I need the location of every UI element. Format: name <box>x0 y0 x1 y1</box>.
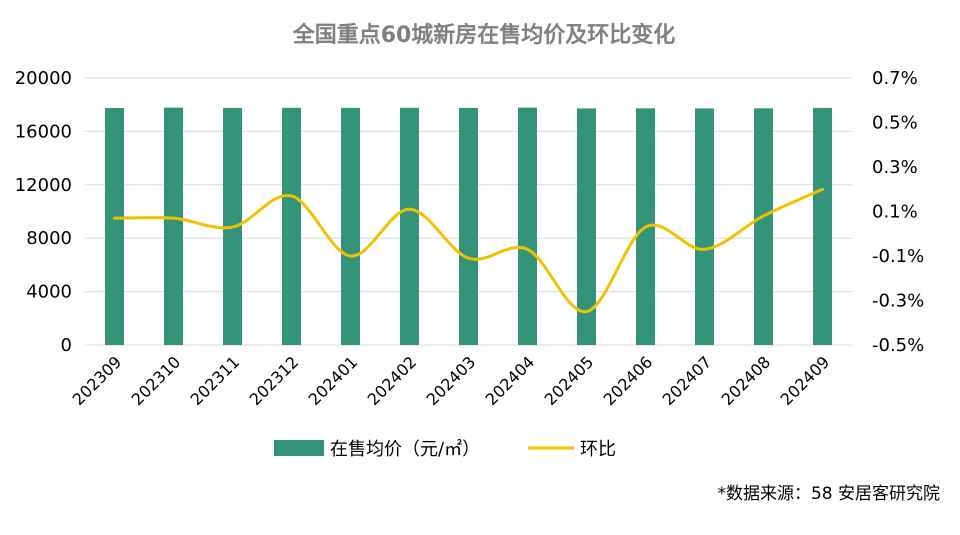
legend-line-label: 环比 <box>580 439 616 460</box>
right-tick-label: -0.3% <box>872 291 924 312</box>
left-tick-label: 8000 <box>26 228 72 249</box>
bar-202312 <box>282 107 301 345</box>
x-tick-label: 202405 <box>541 352 598 409</box>
x-tick-label: 202310 <box>128 352 185 409</box>
bar-202404 <box>518 107 537 346</box>
right-tick-label: -0.1% <box>872 246 924 267</box>
x-tick-label: 202309 <box>69 352 126 409</box>
right-axis-ticks: -0.5% -0.3% -0.1% 0.1% 0.3% 0.5% 0.7% <box>872 68 924 356</box>
bar-202402 <box>400 107 419 345</box>
bar-202403 <box>459 107 478 346</box>
bar-202405 <box>577 108 596 345</box>
bar-202310 <box>164 107 183 346</box>
right-tick-label: -0.5% <box>872 335 924 356</box>
x-axis-ticks: 202309 202310 202311 202312 202401 202402 2024… <box>69 352 834 409</box>
bar-202408 <box>754 108 773 345</box>
x-tick-label: 202404 <box>482 352 539 409</box>
line-series <box>113 187 824 314</box>
legend: 在售均价（元/㎡） 环比 <box>274 438 616 460</box>
bar-202401 <box>341 107 360 346</box>
left-axis-ticks: 0 4000 8000 12000 16000 20000 <box>15 68 72 356</box>
x-tick-label: 202401 <box>305 352 362 409</box>
x-tick-label: 202406 <box>600 352 657 409</box>
x-tick-label: 202403 <box>423 352 480 409</box>
bar-202409 <box>813 107 832 346</box>
right-tick-label: 0.1% <box>872 202 918 223</box>
source-note: *数据来源：58 安居客研究院 <box>717 484 940 504</box>
left-tick-label: 16000 <box>15 121 72 142</box>
bar-series <box>105 107 832 346</box>
bar-202309 <box>105 108 124 345</box>
right-tick-label: 0.7% <box>872 68 918 89</box>
bar-202407 <box>695 108 714 345</box>
x-tick-label: 202409 <box>777 352 834 409</box>
x-tick-label: 202407 <box>659 352 716 409</box>
right-tick-label: 0.3% <box>872 157 918 178</box>
x-tick-label: 202402 <box>364 352 421 409</box>
right-tick-label: 0.5% <box>872 113 918 134</box>
left-tick-label: 4000 <box>26 282 72 303</box>
x-tick-label: 202311 <box>187 352 244 409</box>
x-tick-label: 202312 <box>246 352 303 409</box>
x-tick-label: 202408 <box>718 352 775 409</box>
left-tick-label: 12000 <box>15 175 72 196</box>
chart-title: 全国重点60城新房在售均价及环比变化 <box>292 22 676 48</box>
left-tick-label: 20000 <box>15 68 72 89</box>
left-tick-label: 0 <box>61 335 72 356</box>
legend-bar-label: 在售均价（元/㎡） <box>330 438 480 460</box>
legend-bar-swatch <box>274 440 324 456</box>
